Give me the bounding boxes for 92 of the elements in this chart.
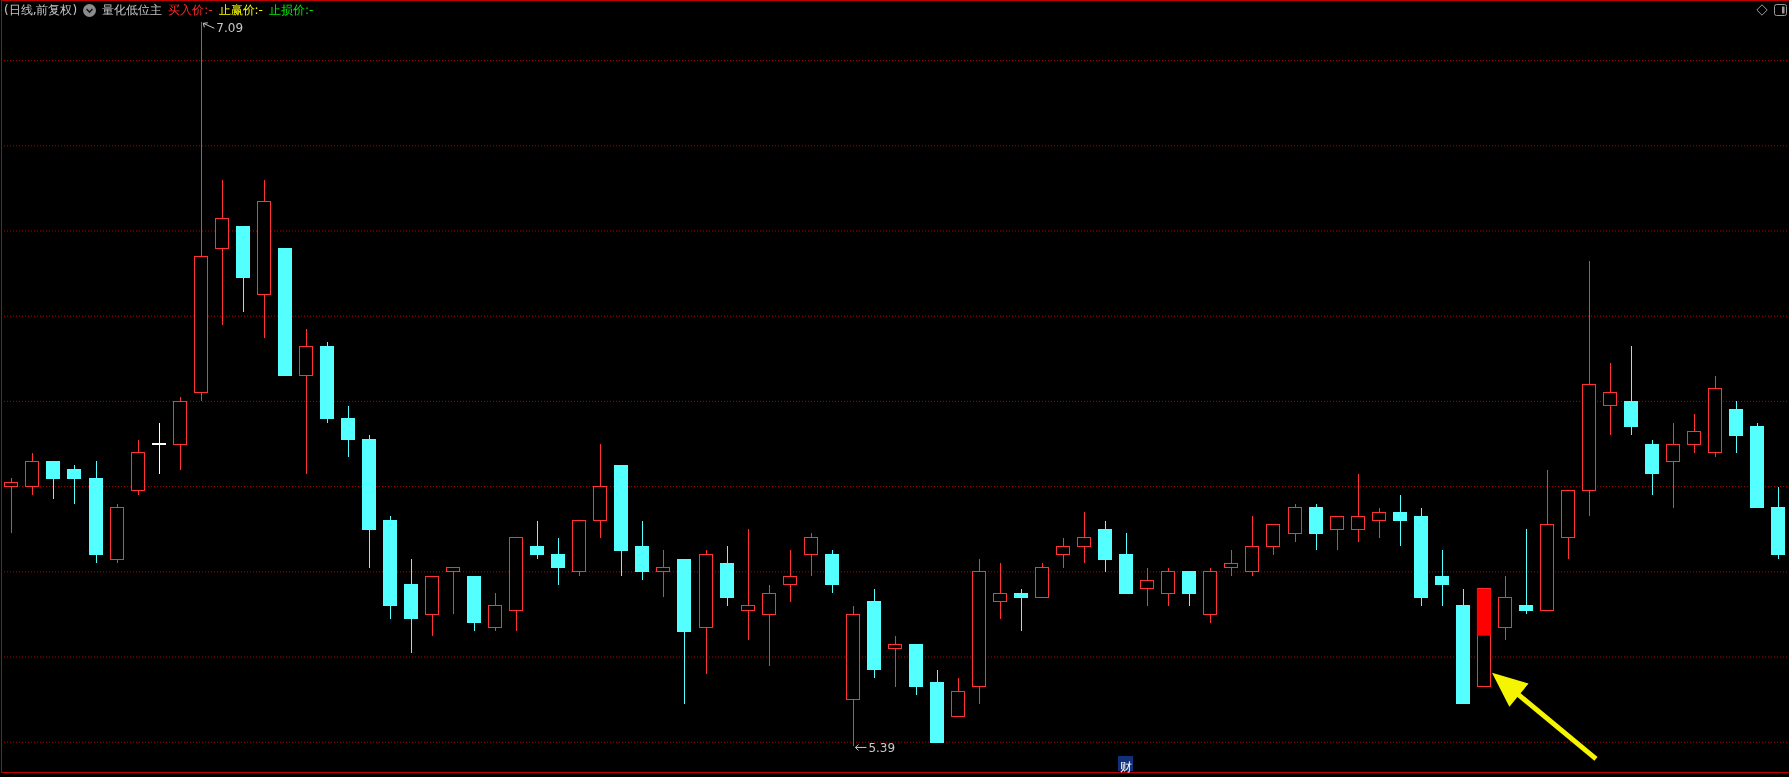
candlestick (1729, 400, 1743, 454)
candlestick (1309, 503, 1323, 551)
candlestick (1245, 515, 1259, 577)
candlestick (699, 550, 713, 675)
annotation: 买入价:- (168, 3, 213, 17)
candlestick (804, 532, 818, 577)
candlestick (1519, 528, 1533, 615)
candlestick (1161, 567, 1175, 607)
candlestick (1771, 486, 1785, 560)
candlestick (741, 528, 755, 641)
candlestick (1414, 507, 1428, 607)
candlestick (551, 537, 565, 586)
candlestick (846, 605, 860, 747)
candlestick (1603, 362, 1617, 436)
candlestick (783, 550, 797, 603)
candlestick (362, 434, 376, 569)
candlestick (930, 669, 944, 743)
candlestick (1498, 575, 1512, 641)
candlestick (404, 558, 418, 654)
candlestick (530, 520, 544, 560)
candlestick (488, 592, 502, 632)
candlestick (888, 635, 902, 688)
candlestick (425, 575, 439, 637)
candlestick (1435, 550, 1449, 607)
chart-subtitle: 量化低位主 (102, 3, 163, 17)
candlestick (951, 677, 965, 718)
candlestick (593, 443, 607, 539)
annotation: 止损价:- (268, 3, 314, 17)
candlestick (89, 460, 103, 564)
candlestick (1645, 439, 1659, 496)
candlestick (1750, 422, 1764, 509)
candlestick (509, 537, 523, 632)
candlestick (341, 405, 355, 458)
annotation: 止赢价:- (218, 3, 263, 17)
candlestick (1203, 567, 1217, 624)
candlestick (131, 439, 145, 496)
candlestick (1561, 490, 1575, 560)
candlestick (614, 464, 628, 577)
candlestick (299, 328, 313, 475)
candlestick (4, 477, 18, 534)
candlestick (1288, 503, 1302, 543)
candlestick (1456, 588, 1470, 705)
candlestick (278, 247, 292, 377)
candlestick (1687, 413, 1701, 454)
candlestick (25, 452, 39, 496)
candlestick (1266, 524, 1280, 556)
candlestick (993, 562, 1007, 620)
annotation: 7.09 (216, 21, 244, 36)
candlestick (257, 179, 271, 339)
candlestick (1056, 537, 1070, 569)
candlestick (467, 575, 481, 632)
candlestick (446, 567, 460, 615)
candlestick (677, 558, 691, 705)
candlestick (1330, 515, 1344, 551)
candlestick (1666, 422, 1680, 509)
candlestick (825, 550, 839, 594)
candlestick (1098, 520, 1112, 573)
candlestick (1140, 567, 1154, 607)
candlestick (1077, 511, 1091, 564)
candlestick (635, 520, 649, 581)
candlestick (236, 226, 250, 313)
candlestick (383, 515, 397, 620)
candlestick (1351, 473, 1365, 543)
candlestick (1182, 571, 1196, 607)
candlestick (152, 422, 166, 475)
candlestick (215, 179, 229, 326)
candlestick (572, 520, 586, 577)
candlestick (1372, 507, 1386, 539)
candlestick (656, 550, 670, 598)
candlestick (1035, 562, 1049, 598)
candlestick (1624, 345, 1638, 436)
candlestick (1708, 375, 1722, 458)
candlestick (67, 464, 81, 505)
candlestick (762, 584, 776, 667)
candlestick (867, 588, 881, 679)
candlestick (972, 558, 986, 705)
candlestick (173, 396, 187, 471)
candlestick (1540, 469, 1554, 611)
chart-title: (日线,前复权) (4, 3, 78, 17)
candlestick (1582, 260, 1596, 517)
annotation: 5.39 (868, 740, 896, 755)
candlestick (320, 341, 334, 424)
candlestick (110, 503, 124, 564)
candlestick (46, 460, 60, 500)
candlestick (1224, 550, 1238, 577)
candlestick (720, 545, 734, 607)
candlestick (1014, 588, 1028, 632)
tag-box: 财 (1118, 756, 1133, 771)
candlestick (1393, 494, 1407, 547)
candlestick (909, 643, 923, 696)
annotation: 财 (1119, 760, 1132, 774)
candlestick (1119, 532, 1133, 594)
